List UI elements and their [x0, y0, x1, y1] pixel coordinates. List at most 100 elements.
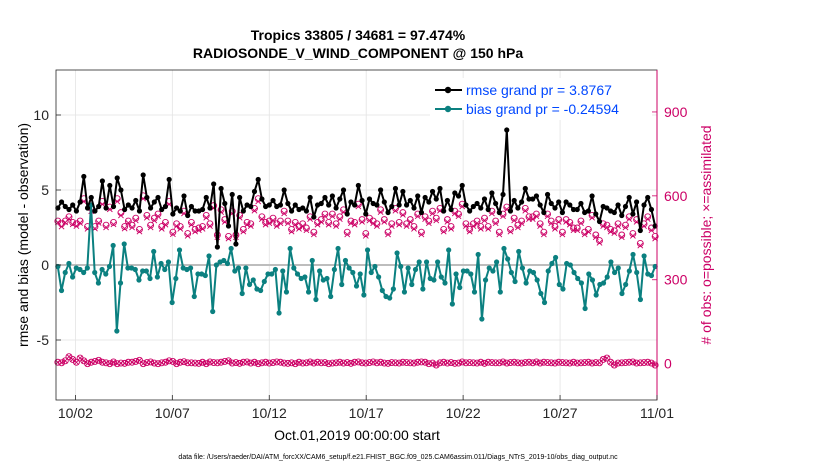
rmse-point: [422, 194, 428, 201]
obs-assimilated-marker: [333, 223, 340, 229]
obs-possible-marker: [251, 358, 258, 366]
obs-assimilated-marker: [296, 225, 302, 232]
obs-possible-marker: [258, 213, 266, 221]
obs-assimilated-marker: [162, 221, 169, 228]
bias-point: [538, 290, 544, 297]
rmse-point: [541, 209, 547, 216]
obs-assimilated-marker: [485, 225, 492, 232]
obs-possible-marker: [243, 218, 251, 226]
obs-possible-marker: [447, 223, 455, 231]
obs-possible-marker: [410, 223, 418, 231]
bias-point: [604, 274, 610, 280]
obs-possible-marker: [395, 218, 403, 226]
obs-assimilated-marker: [103, 224, 110, 231]
obs-assimilated-marker: [110, 221, 117, 228]
rmse-point: [352, 202, 358, 208]
rmse-point: [648, 206, 655, 213]
bias-point: [376, 274, 382, 280]
rmse-point: [429, 188, 436, 195]
rmse-point: [70, 202, 76, 208]
obs-assimilated-marker: [540, 231, 547, 238]
rmse-point: [392, 185, 399, 192]
obs-assimilated-marker: [284, 220, 291, 227]
obs-possible-marker: [299, 220, 307, 228]
obs-possible-marker: [421, 213, 429, 221]
bias-point: [176, 247, 183, 253]
obs-assimilated-marker: [288, 228, 295, 235]
obs-possible-marker: [514, 221, 522, 229]
obs-possible-marker: [84, 360, 91, 368]
y-right-tick-label: 600: [664, 188, 688, 204]
obs-possible-marker: [202, 360, 210, 368]
rmse-point: [515, 205, 521, 211]
bias-point: [449, 301, 455, 307]
obs-assimilated-marker: [444, 218, 451, 225]
rmse-point: [578, 200, 584, 207]
x-axis-label: Oct.01,2019 00:00:00 start: [274, 427, 440, 443]
obs-assimilated-marker: [648, 360, 655, 366]
bias-point: [361, 292, 367, 298]
bias-point: [140, 268, 146, 274]
rmse-point: [259, 196, 265, 202]
obs-possible-marker: [421, 358, 429, 366]
rmse-point: [159, 206, 165, 213]
bias-point: [482, 277, 489, 283]
rmse-point: [344, 211, 350, 217]
obs-assimilated-marker: [240, 228, 247, 235]
rmse-point: [151, 199, 157, 205]
obs-possible-marker: [584, 225, 592, 233]
obs-assimilated-marker: [396, 221, 403, 228]
bias-point: [401, 289, 408, 295]
legend-bias-marker: [444, 105, 452, 113]
obs-assimilated-marker: [596, 239, 603, 246]
rmse-point: [470, 203, 476, 210]
bias-point: [446, 247, 452, 253]
obs-possible-marker: [147, 221, 155, 229]
bias-point: [641, 253, 647, 259]
obs-possible-marker: [65, 213, 73, 221]
bias-point: [435, 259, 441, 265]
bias-point: [228, 245, 234, 252]
rmse-point: [552, 205, 558, 211]
obs-possible-marker: [521, 204, 529, 212]
bias-point: [69, 274, 76, 280]
rmse-point: [133, 197, 139, 204]
plot-area: [56, 70, 657, 400]
obs-possible-marker: [61, 357, 69, 365]
obs-possible-marker: [124, 217, 132, 225]
obs-assimilated-marker: [615, 223, 621, 229]
bias-point: [346, 265, 352, 271]
obs-assimilated-marker: [362, 232, 369, 239]
obs-assimilated-marker: [496, 231, 503, 238]
rmse-point: [96, 203, 102, 210]
rmse-point: [485, 206, 491, 213]
rmse-point: [188, 203, 195, 210]
obs-assimilated-marker: [66, 353, 72, 360]
obs-possible-marker: [317, 216, 325, 224]
obs-assimilated-marker: [574, 227, 581, 234]
bias-point: [626, 268, 632, 274]
bias-point: [66, 260, 72, 267]
legend-rmse-marker: [444, 86, 452, 94]
x-tick-label: 10/17: [349, 405, 384, 421]
y-axis-right-ticks: 0 300 600 900: [652, 104, 688, 372]
rmse-point: [148, 205, 154, 211]
obs-assimilated-marker: [203, 214, 210, 221]
rmse-point: [526, 196, 532, 202]
rmse-point: [474, 200, 480, 207]
rmse-point: [88, 194, 94, 201]
bias-point: [106, 263, 113, 270]
bias-point: [272, 266, 278, 273]
x-tick-label: 11/01: [640, 405, 674, 421]
rmse-point: [177, 208, 183, 214]
obs-possible-marker: [651, 361, 659, 369]
obs-assimilated-marker: [277, 220, 284, 227]
rmse-point: [604, 205, 610, 211]
obs-possible-marker: [429, 207, 437, 215]
obs-assimilated-marker: [318, 218, 325, 225]
rmse-point: [389, 203, 395, 210]
bias-point: [586, 271, 592, 277]
obs-assimilated-marker: [429, 360, 436, 366]
rmse-point: [81, 173, 87, 180]
bias-point: [313, 296, 319, 303]
